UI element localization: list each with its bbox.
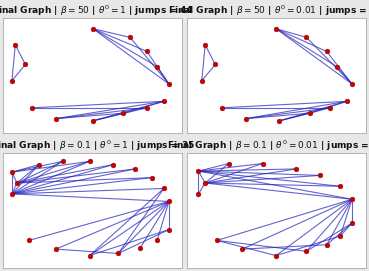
- Point: [149, 175, 155, 180]
- Point: [26, 238, 32, 243]
- Point: [199, 79, 205, 83]
- Point: [53, 117, 59, 121]
- Point: [132, 167, 138, 171]
- Point: [202, 43, 208, 47]
- Point: [307, 111, 313, 115]
- Point: [317, 173, 323, 178]
- Title: Final Graph | $\beta = 0.1$ | $\theta^0 = 0.01$ | jumps = 44: Final Graph | $\beta = 0.1$ | $\theta^0 …: [167, 138, 369, 153]
- Point: [23, 62, 28, 67]
- Point: [144, 106, 150, 110]
- Point: [110, 162, 116, 167]
- Point: [154, 64, 160, 69]
- Point: [120, 111, 126, 115]
- Point: [337, 184, 343, 188]
- Point: [212, 62, 218, 67]
- Point: [276, 119, 282, 123]
- Point: [219, 106, 225, 110]
- Point: [349, 197, 355, 201]
- Point: [166, 82, 172, 86]
- Point: [239, 247, 245, 251]
- Title: Final Graph | $\beta = 50$ | $\theta^0 = 1$ | jumps = 44: Final Graph | $\beta = 50$ | $\theta^0 =…: [0, 4, 194, 18]
- Point: [154, 238, 160, 243]
- Point: [327, 106, 333, 110]
- Point: [337, 234, 343, 238]
- Point: [87, 159, 93, 163]
- Point: [243, 117, 249, 121]
- Point: [166, 199, 172, 204]
- Point: [144, 49, 150, 54]
- Point: [161, 186, 167, 191]
- Point: [349, 221, 355, 225]
- Point: [334, 64, 340, 69]
- Point: [273, 253, 279, 258]
- Point: [9, 79, 15, 83]
- Point: [260, 161, 266, 166]
- Point: [36, 162, 42, 167]
- Point: [196, 192, 201, 196]
- Point: [303, 35, 309, 40]
- Point: [29, 106, 35, 110]
- Point: [273, 27, 279, 31]
- Point: [293, 167, 299, 171]
- Point: [214, 238, 220, 243]
- Point: [90, 119, 96, 123]
- Point: [166, 227, 172, 232]
- Point: [349, 82, 355, 86]
- Point: [196, 169, 201, 173]
- Point: [9, 170, 15, 174]
- Point: [137, 246, 143, 250]
- Point: [14, 181, 20, 185]
- Point: [324, 49, 330, 54]
- Point: [303, 249, 309, 253]
- Point: [60, 159, 66, 163]
- Point: [87, 253, 93, 258]
- Title: Final Graph | $\beta = 50$ | $\theta^0 = 0.01$ | jumps = 44: Final Graph | $\beta = 50$ | $\theta^0 =…: [168, 4, 369, 18]
- Title: Final Graph | $\beta = 0.1$ | $\theta^0 = 1$ | jumps = 35: Final Graph | $\beta = 0.1$ | $\theta^0 …: [0, 138, 195, 153]
- Point: [127, 35, 133, 40]
- Point: [344, 99, 350, 104]
- Point: [161, 99, 167, 104]
- Point: [53, 247, 59, 251]
- Point: [9, 192, 15, 196]
- Point: [115, 251, 121, 256]
- Point: [90, 27, 96, 31]
- Point: [202, 181, 208, 185]
- Point: [226, 161, 232, 166]
- Point: [12, 43, 18, 47]
- Point: [324, 243, 330, 247]
